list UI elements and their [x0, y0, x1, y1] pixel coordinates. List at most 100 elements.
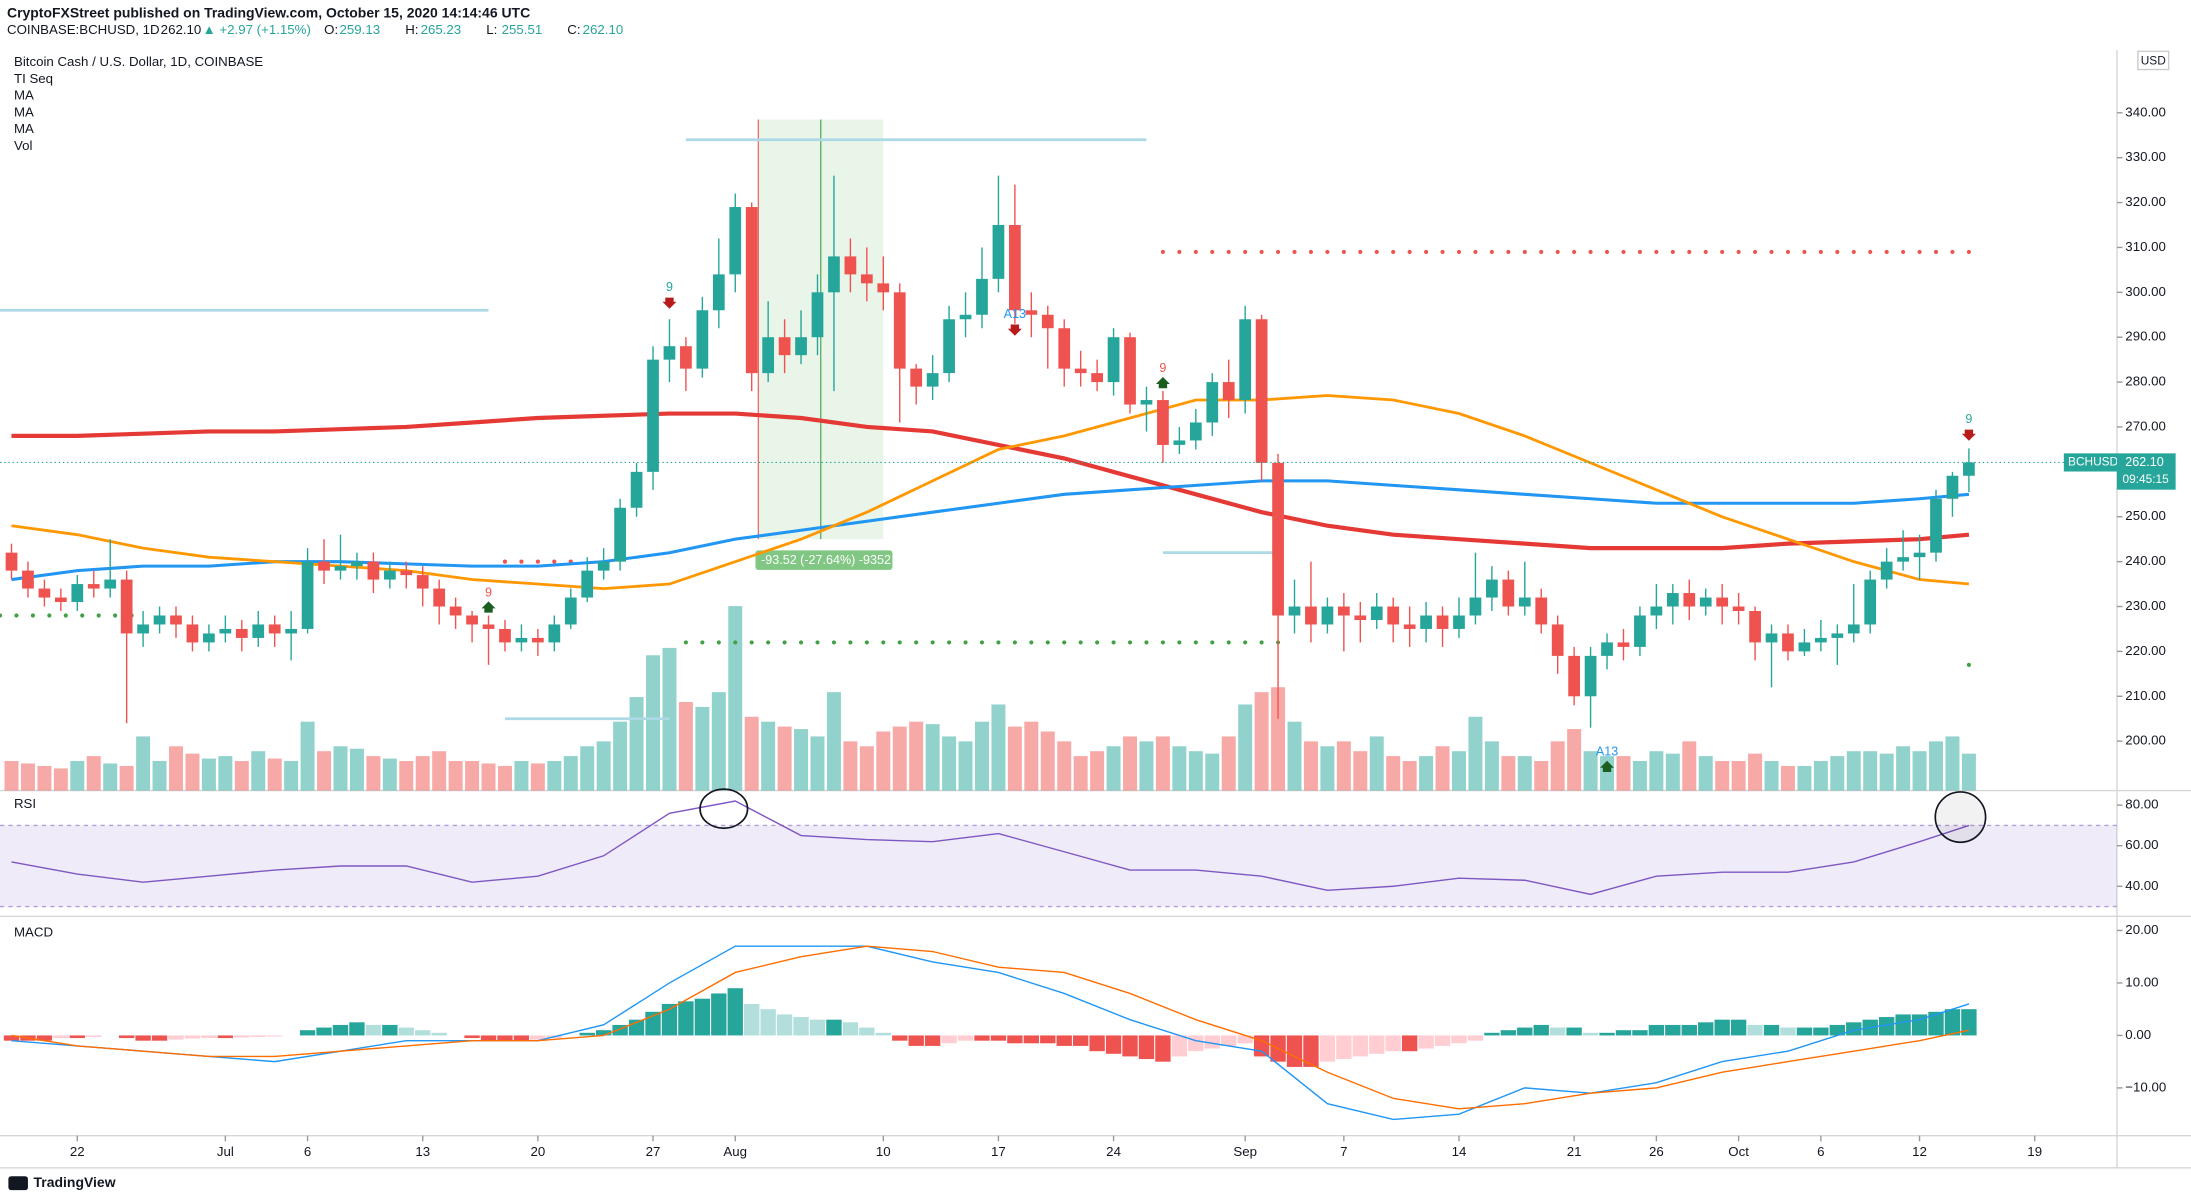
candle-body: [499, 628, 511, 643]
candle-body: [1124, 337, 1136, 405]
macd-bar: [1550, 1027, 1566, 1036]
candle-body: [811, 292, 824, 338]
candle-body: [1107, 337, 1120, 383]
volume-bar: [876, 731, 891, 791]
y-tick-label: 340.00: [2125, 104, 2166, 119]
volume-bar: [1534, 761, 1549, 791]
ohlc-key: L:: [486, 22, 497, 37]
macd-bar: [299, 1030, 316, 1036]
candle-body: [5, 552, 18, 571]
candle-body: [680, 346, 692, 369]
seq-dot: [1391, 249, 1396, 255]
candle-body: [22, 570, 34, 589]
ohlc-key: O:: [324, 22, 338, 37]
volume-bar: [37, 765, 52, 791]
seq-dot: [1851, 249, 1856, 255]
volume-bar: [1945, 736, 1960, 791]
macd-bar: [135, 1035, 151, 1041]
volume-bar: [1616, 756, 1631, 791]
macd-bar: [1698, 1022, 1714, 1036]
seq-dot: [1917, 249, 1922, 255]
candle-body: [729, 207, 742, 275]
volume-bar: [1452, 751, 1466, 791]
candle-body: [564, 597, 577, 625]
candle-body: [745, 207, 758, 374]
footer-logo: [8, 1176, 28, 1191]
rsi-line: [11, 800, 1970, 896]
seq-dot: [535, 559, 540, 564]
volume-bar: [1665, 753, 1680, 791]
seq-dot: [30, 613, 35, 618]
macd-bar: [1221, 1035, 1237, 1046]
volume-bar: [1846, 751, 1861, 791]
volume-bar: [530, 763, 545, 791]
volume-bar: [1468, 716, 1483, 791]
volume-bar: [810, 736, 825, 791]
annotation: 9: [1159, 361, 1166, 375]
candle-body: [203, 633, 215, 643]
macd-bar: [1188, 1035, 1204, 1052]
annotation: A13: [1004, 307, 1026, 321]
seq-dot: [1374, 249, 1379, 255]
volume-bar: [1386, 756, 1401, 791]
y-tick-label: 220.00: [2125, 643, 2166, 658]
seq-dot: [1473, 249, 1478, 255]
macd-bar: [595, 1030, 612, 1036]
macd-bar: [267, 1035, 283, 1037]
macd-bar: [332, 1024, 349, 1036]
candle-body: [959, 314, 972, 320]
candle-body: [926, 373, 939, 387]
macd-bar: [480, 1035, 497, 1041]
macd-bar: [1944, 1009, 1961, 1036]
x-tick-label: 27: [646, 1144, 661, 1159]
seq-dot: [1341, 249, 1346, 255]
y-tick-label: 310.00: [2125, 239, 2166, 254]
macd-bar: [859, 1027, 875, 1036]
macd-bar: [612, 1024, 628, 1036]
candle-body: [1963, 462, 1975, 476]
volume-bar: [1550, 741, 1565, 791]
seq-dot: [519, 559, 524, 564]
seq-dot: [1358, 249, 1363, 255]
macd-bar: [184, 1035, 201, 1039]
y-tick-label: 210.00: [2125, 688, 2166, 703]
candle-body: [383, 570, 396, 580]
volume-bar: [1139, 741, 1154, 791]
volume-bar: [1106, 746, 1121, 791]
candle-body: [1206, 382, 1219, 423]
x-tick-label: 19: [2027, 1144, 2042, 1159]
volume-bar: [580, 746, 595, 791]
candle-body: [647, 359, 659, 472]
seq-dot: [1160, 640, 1166, 645]
chart-title: Bitcoin Cash / U.S. Dollar, 1D, COINBASE: [14, 54, 263, 69]
volume-bar: [629, 697, 644, 791]
candle-body: [1749, 611, 1761, 643]
volume-bar: [761, 721, 776, 791]
legend-entry: MA: [14, 121, 34, 136]
candle-body: [186, 624, 199, 643]
volume-bar: [1024, 721, 1039, 791]
seq-dot: [1127, 640, 1133, 645]
candle-body: [1880, 561, 1893, 580]
seq-dot: [1966, 249, 1971, 255]
seq-dot: [1506, 249, 1511, 255]
macd-bar: [1582, 1032, 1599, 1036]
macd-bar: [1533, 1024, 1549, 1036]
seq-dot: [897, 640, 902, 645]
volume-bar: [1961, 753, 1976, 791]
candle-body: [1403, 624, 1416, 629]
ohlc-value: 255.51: [502, 22, 543, 37]
volume-bar: [4, 761, 19, 791]
macd-bar: [1484, 1032, 1500, 1036]
y-tick-label: 300.00: [2125, 284, 2166, 299]
x-tick-label: 26: [1649, 1144, 1664, 1159]
volume-bar: [1402, 761, 1417, 791]
candle-body: [1009, 225, 1021, 311]
volume-bar: [1336, 741, 1351, 791]
macd-bar: [1122, 1035, 1138, 1057]
candle-body: [400, 570, 413, 576]
seq-dot: [930, 640, 935, 645]
candle-body: [1584, 655, 1597, 697]
candle-body: [1732, 606, 1745, 612]
candle-body: [416, 575, 429, 589]
